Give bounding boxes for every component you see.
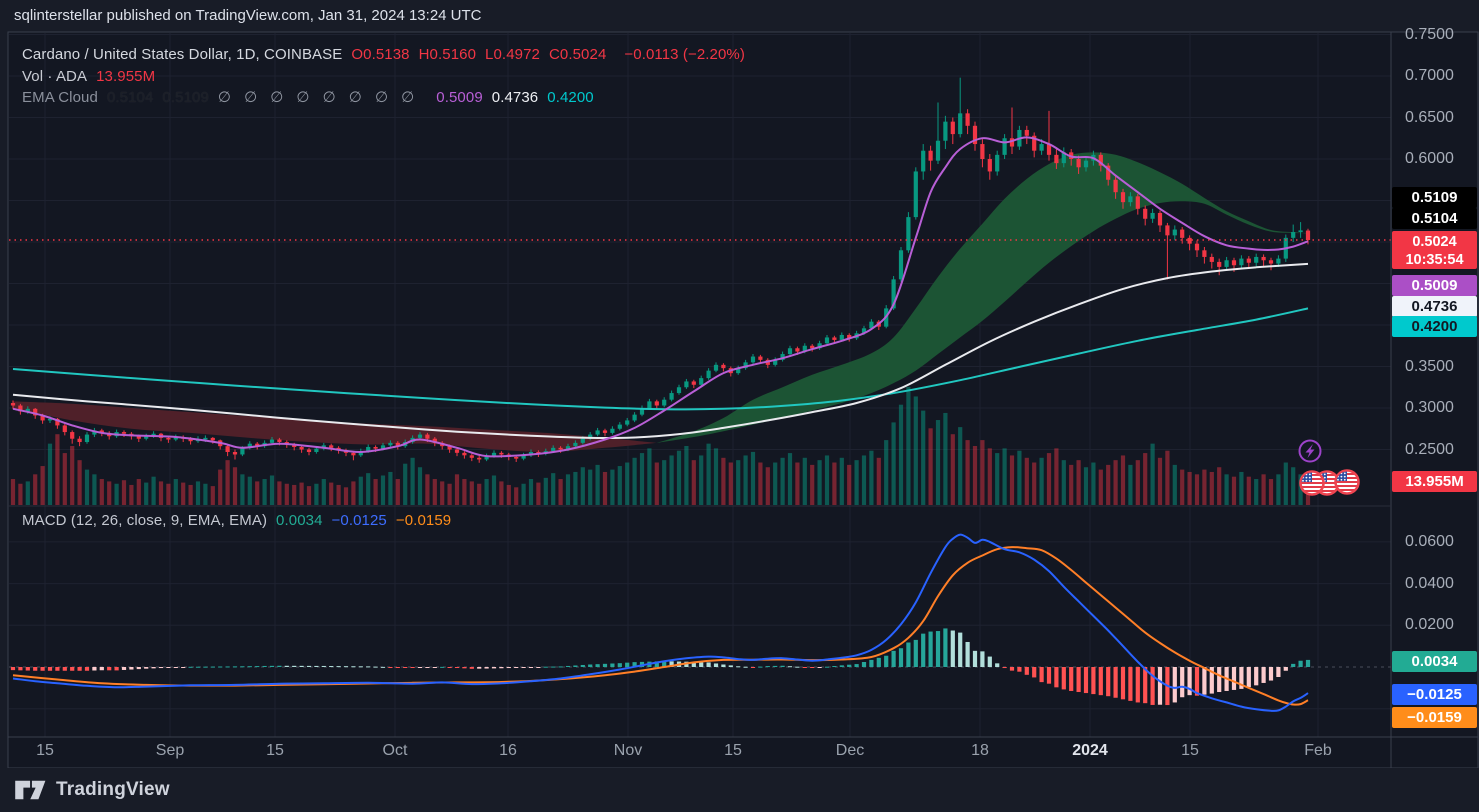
time-label: Feb	[1304, 742, 1332, 759]
ema-empty-value: ∅	[322, 89, 336, 106]
axis-badge: 0.5009	[1392, 274, 1477, 296]
chart-background	[8, 32, 1478, 768]
ema-value-2: 0.5109	[162, 89, 209, 106]
macd-legend-value-1: −0.0125	[331, 512, 387, 529]
ema-empty-value: ∅	[348, 89, 362, 106]
volume-value: 13.955M	[96, 68, 156, 85]
axis-badge: −0.0159	[1392, 706, 1477, 728]
macd-line	[12, 533, 1309, 712]
price-tick-label: 0.7500	[1405, 25, 1454, 43]
axis-badge: 0.5104	[1392, 207, 1477, 229]
ema-value-3: 0.5009	[436, 89, 483, 106]
chart-frame	[7, 31, 1479, 769]
macd-legend-value-2: −0.0159	[395, 512, 452, 529]
ema-cloud-bullish	[656, 152, 1308, 443]
volume-legend-row[interactable]: Vol · ADA 13.955M	[22, 68, 164, 85]
ema-empty-value: ∅	[401, 89, 415, 106]
ema-cloud-legend-row[interactable]: EMA Cloud 0.5104 0.5109 ∅ ∅ ∅ ∅ ∅ ∅ ∅ ∅ 0.5009 0.473…	[22, 88, 603, 106]
ema-empty-value: ∅	[270, 89, 284, 106]
macd-tick-label: 0.0400	[1405, 574, 1454, 592]
macd-histogram	[10, 628, 1311, 706]
cyan-ma-line	[12, 307, 1309, 411]
published-bar: sqlinterstellar published on TradingView…	[0, 0, 1479, 32]
change-value: −0.0113 (−2.20%)	[624, 46, 745, 63]
axis-badge: 0.4200	[1392, 315, 1477, 337]
plot-area[interactable]	[9, 33, 1391, 737]
ema-empty-value: ∅	[244, 89, 258, 106]
price-tick-label: 0.6000	[1405, 150, 1454, 167]
macd-legend-row[interactable]: MACD (12, 26, close, 9, EMA, EMA) 0.0034−…	[22, 512, 469, 529]
axis-badge: 0.5109	[1392, 186, 1477, 208]
white-ma-line	[12, 262, 1309, 440]
price-tick-label: 0.3000	[1405, 399, 1454, 416]
tradingview-logo-text: TradingView	[56, 779, 170, 800]
us-flag-event-icon[interactable]	[1334, 469, 1360, 495]
time-label: 15	[724, 742, 742, 759]
macd-legend-value-0: 0.0034	[276, 512, 323, 529]
price-tick-label: 0.6500	[1405, 108, 1454, 126]
ohlc-h-value: H0.5160	[418, 46, 477, 63]
time-label: 2024	[1072, 742, 1108, 759]
time-label: Nov	[613, 742, 643, 759]
ohlc-c-value: C0.5024	[548, 46, 607, 63]
ema-cloud-label: EMA Cloud	[22, 89, 98, 106]
time-label: Oct	[382, 742, 408, 759]
macd-tick-label: 0.0600	[1405, 532, 1454, 550]
axis-badge: 0.0034	[1392, 650, 1477, 672]
symbol-title: Cardano / United States Dollar, 1D, COIN…	[22, 46, 343, 63]
candles	[10, 77, 1311, 463]
published-text: sqlinterstellar published on TradingView…	[14, 7, 482, 24]
tradingview-logo[interactable]: TradingView	[14, 777, 170, 803]
macd-label: MACD (12, 26, close, 9, EMA, EMA)	[22, 512, 268, 529]
time-label: Dec	[835, 742, 865, 759]
lightning-event-icon[interactable]	[1298, 439, 1322, 463]
tradingview-logo-icon	[15, 780, 46, 800]
ema-empty-value: ∅	[296, 89, 310, 106]
macd-tick-label: 0.0200	[1405, 616, 1454, 634]
ema-empty-value: ∅	[217, 89, 232, 106]
ema-value-5: 0.4200	[547, 89, 594, 106]
time-label: 18	[971, 742, 989, 759]
ema-value-1: 0.5104	[106, 89, 154, 106]
axis-badge: 13.955M	[1392, 470, 1477, 492]
ohlc-o-value: O0.5138	[351, 46, 410, 63]
ema-empty-value: ∅	[374, 89, 389, 106]
price-tick-label: 0.7000	[1405, 67, 1454, 84]
price-tick-label: 0.2500	[1405, 440, 1454, 458]
ema-cloud-bearish	[13, 401, 657, 453]
volume-label: Vol · ADA	[22, 68, 88, 85]
ohlc-l-value: L0.4972	[485, 46, 540, 63]
axis-badge: 0.4736	[1392, 295, 1477, 317]
price-tick-label: 0.3500	[1405, 357, 1454, 375]
event-icons[interactable]	[1298, 439, 1360, 496]
volume-bars	[10, 387, 1311, 505]
time-label: 15	[266, 742, 284, 759]
us-flag-event-icon[interactable]	[1299, 470, 1325, 496]
bottom-bar: TradingView	[0, 768, 1479, 812]
purple-ema-line	[12, 136, 1309, 458]
time-label: 16	[499, 742, 517, 759]
time-label: 15	[36, 742, 54, 759]
axis-badge: −0.0125	[1392, 683, 1477, 705]
time-label: 15	[1181, 742, 1199, 759]
ema-value-4: 0.4736	[491, 89, 539, 106]
axis-badge: 0.5024 10:35:54	[1392, 231, 1477, 269]
time-label: Sep	[155, 742, 185, 759]
symbol-legend-row[interactable]: Cardano / United States Dollar, 1D, COIN…	[22, 46, 754, 63]
